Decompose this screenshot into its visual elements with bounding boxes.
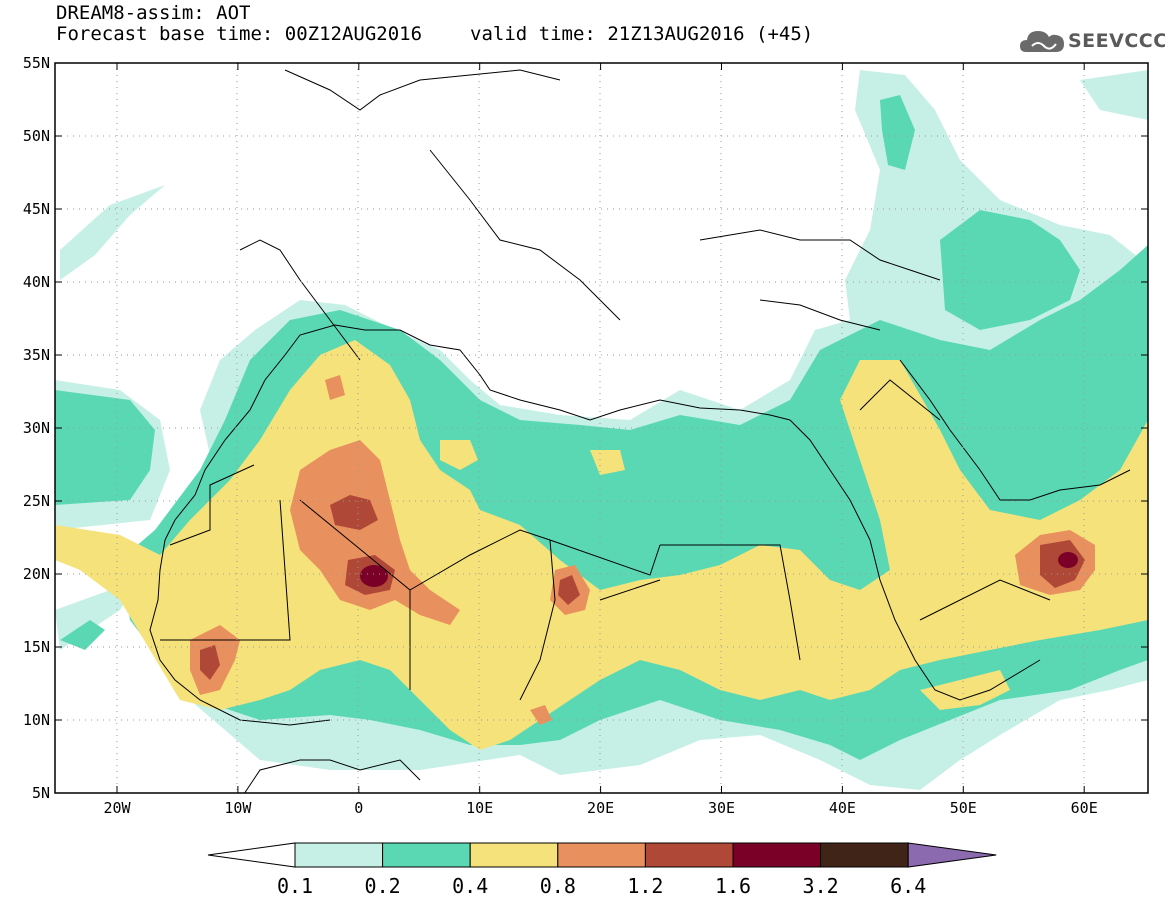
cloud-icon (1020, 31, 1064, 52)
colorbar-label: 1.6 (715, 874, 751, 898)
coastlines-borders (149, 69, 1131, 793)
aot-band-0.4 (55, 340, 1148, 750)
forecast-time-line: Forecast base time: 00Z12AUG2016 valid ti… (56, 24, 813, 44)
colorbar-box (382, 842, 471, 868)
colorbar-box (557, 842, 646, 868)
lat-tick-label: 35N (23, 346, 50, 364)
colorbar-label: 0.8 (540, 874, 576, 898)
colorbar-label: 0.2 (365, 874, 401, 898)
colorbar-box (820, 842, 909, 868)
map-title: DREAM8-assim: AOT (56, 2, 251, 24)
colorbar-label: 6.4 (890, 874, 926, 898)
valid-time-label: valid time: 21Z13AUG2016 (+45) (470, 23, 814, 45)
lon-tick-label: 50E (950, 799, 977, 817)
lat-tick-label: 25N (23, 492, 50, 510)
colorbar-label: 0.1 (277, 874, 313, 898)
lon-tick-label: 10E (466, 799, 493, 817)
base-time-label: Forecast base time: 00Z12AUG2016 (56, 23, 423, 45)
colorbar-lower-arrow (207, 842, 296, 868)
lat-tick-label: 20N (23, 565, 50, 583)
logo-text: SEEVCCC (1068, 30, 1165, 52)
longitude-labels: 20W 10W 0 10E 20E 30E 40E 50E 60E (103, 799, 1097, 817)
lat-tick-label: 5N (32, 784, 50, 802)
colorbar-label: 0.4 (452, 874, 488, 898)
lat-tick-label: 45N (23, 200, 50, 218)
colorbar (207, 842, 997, 868)
lon-tick-label: 20E (587, 799, 614, 817)
lat-tick-label: 40N (23, 273, 50, 291)
colorbar-label: 3.2 (803, 874, 839, 898)
colorbar-labels: 0.1 0.2 0.4 0.8 1.2 1.6 3.2 6.4 (277, 874, 926, 898)
lon-tick-label: 20W (103, 799, 131, 817)
lat-tick-label: 50N (23, 127, 50, 145)
lon-tick-label: 10W (224, 799, 252, 817)
lat-tick-label: 30N (23, 419, 50, 437)
lat-tick-label: 10N (23, 711, 50, 729)
lat-tick-label: 55N (23, 54, 50, 72)
colorbar-box (294, 842, 384, 868)
aot-contour-layer (55, 63, 1148, 793)
lon-tick-label: 30E (708, 799, 735, 817)
colorbar-upper-arrow (907, 842, 997, 868)
lon-tick-label: 0 (354, 799, 363, 817)
colorbar-box (469, 842, 559, 868)
aot-band-1.6 (360, 552, 1078, 587)
colorbar-box (644, 842, 734, 868)
latitude-labels: 55N 50N 45N 40N 35N 30N 25N 20N 15N 10N 5N (23, 54, 50, 802)
colorbar-box (732, 842, 822, 868)
lon-tick-label: 60E (1071, 799, 1098, 817)
lat-tick-label: 15N (23, 638, 50, 656)
colorbar-label: 1.2 (627, 874, 663, 898)
graticule (55, 63, 1148, 793)
lon-tick-label: 40E (829, 799, 856, 817)
seevccc-logo: SEEVCCC (1018, 22, 1165, 58)
axis-ticks (55, 62, 1148, 794)
